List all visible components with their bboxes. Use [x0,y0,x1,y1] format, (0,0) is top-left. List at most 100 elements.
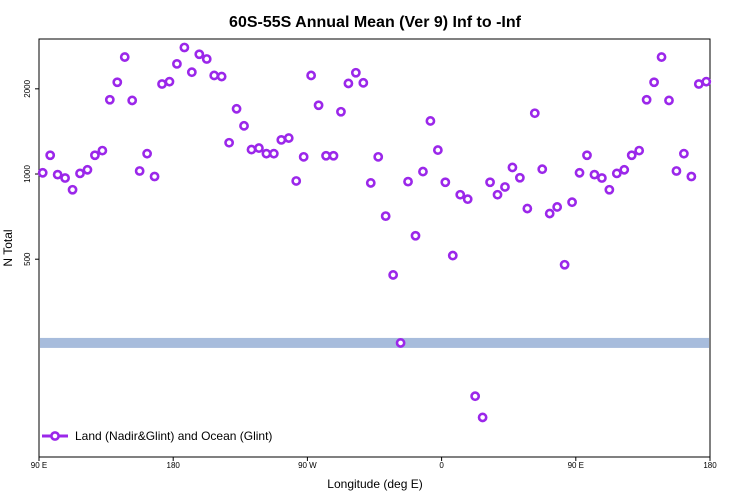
data-point [179,42,190,53]
data-point [343,78,354,89]
data-point [686,171,697,182]
data-point [552,202,563,212]
data-point [649,77,659,88]
reference-band [40,337,709,348]
data-point [619,164,630,175]
data-point [97,145,108,156]
data-point [380,211,391,222]
data-point [410,230,421,241]
data-point [447,250,458,261]
data-point [268,148,279,159]
data-point [470,391,481,402]
chart-title: 60S-55S Annual Mean (Ver 9) Inf to -Inf [229,14,522,31]
data-point [283,133,294,143]
data-point [365,178,376,188]
data-point [432,145,443,155]
data-point [276,134,287,145]
data-point [90,150,100,161]
data-point [679,148,689,159]
data-point [157,79,167,89]
data-point [224,137,235,148]
legend-marker [50,431,60,441]
data-point [313,100,324,111]
data-point [239,120,249,131]
data-point [350,67,361,78]
data-point [60,173,70,183]
data-point [418,166,428,177]
data-point [596,173,607,183]
data-point [544,208,555,219]
data-point [336,106,346,117]
data-point [149,171,160,182]
data-point [67,184,78,195]
y-axis-label: N Total [1,229,15,266]
data-point [611,168,622,179]
data-point [231,103,242,114]
data-point [693,79,704,89]
data-point [216,71,227,82]
data-point [164,76,175,87]
data-point [127,95,138,106]
data-point [388,270,399,280]
data-point [514,172,525,183]
data-point [254,143,264,153]
data-point [112,77,123,88]
data-point [194,49,205,60]
x-tick-label: 180 [703,461,717,470]
data-point [507,162,518,173]
data-point [440,177,451,188]
data-point [373,151,384,162]
data-point [671,166,682,176]
data-point [358,77,369,88]
data-point [201,54,212,64]
data-point [172,58,182,69]
data-point [395,338,406,348]
data-point [634,145,645,156]
data-point [134,166,145,176]
data-point [37,167,48,178]
data-point [209,70,220,81]
x-tick-label: 90 W [298,461,317,470]
data-point [186,67,197,78]
legend-label: Land (Nadir&Glint) and Ocean (Glint) [75,429,272,443]
x-tick-label: 0 [439,461,444,470]
x-axis-label: Longitude (deg E) [327,477,422,491]
data-point [522,203,533,214]
data-point [455,189,466,200]
data-point [589,169,600,180]
data-point [567,197,577,208]
data-point [306,70,317,81]
band-bar [40,337,709,348]
x-axis: 90 E 180 90 W 0 90 E 180 [31,457,717,470]
data-point [485,177,495,188]
data-point [500,182,510,192]
data-point [119,52,130,62]
data-point [664,95,674,106]
data-point [559,259,570,270]
y-tick-label: 500 [23,252,32,266]
legend: Land (Nadir&Glint) and Ocean (Glint) [42,429,272,443]
data-point [492,189,503,200]
data-point [477,412,488,423]
data-point [701,76,712,87]
data-point [656,52,667,62]
data-point [45,150,56,161]
data-point [328,150,339,161]
data-point [261,148,272,159]
x-tick-label: 90 E [568,461,584,470]
data-point [75,168,85,179]
data-point [582,150,592,161]
data-point [246,144,257,155]
data-point [574,167,585,178]
data-point [626,150,637,161]
data-point [537,164,548,175]
y-axis: 500 1000 2000 [23,79,39,266]
data-point [529,108,540,119]
data-point [52,169,63,180]
data-point [142,148,153,159]
data-series [37,42,712,423]
data-point [298,151,309,162]
data-point [425,116,436,126]
data-point [82,164,93,175]
